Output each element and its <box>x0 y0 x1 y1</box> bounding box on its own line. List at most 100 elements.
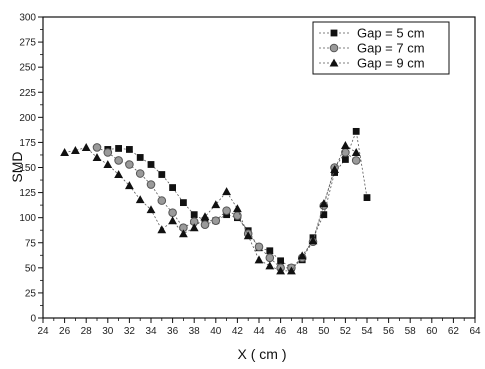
x-tick-label: 52 <box>340 326 352 337</box>
series-layer <box>60 127 371 275</box>
data-point <box>308 236 318 245</box>
x-tick-label: 60 <box>426 326 438 337</box>
data-point <box>158 171 166 178</box>
legend-label: Gap = 9 cm <box>357 56 425 71</box>
data-point <box>92 153 102 161</box>
y-tick-label: 150 <box>19 163 36 174</box>
data-point <box>114 170 123 179</box>
data-point <box>277 257 284 265</box>
data-point <box>190 211 198 219</box>
data-point <box>341 148 350 157</box>
data-point <box>342 156 349 163</box>
data-point <box>115 145 122 152</box>
data-point <box>92 143 102 152</box>
data-point <box>146 205 156 214</box>
x-tick-label: 36 <box>167 326 179 337</box>
data-point <box>168 216 177 225</box>
data-point <box>168 208 177 217</box>
y-tick-label: 50 <box>25 263 37 274</box>
x-tick-label: 44 <box>253 326 265 337</box>
x-tick-label: 26 <box>59 326 71 337</box>
data-point <box>157 196 167 205</box>
series-3 <box>60 141 361 275</box>
series-line <box>64 144 357 272</box>
data-point <box>287 266 296 275</box>
y-tick-label: 300 <box>19 13 36 24</box>
data-point <box>254 255 264 264</box>
x-tick-label: 34 <box>145 326 157 337</box>
y-tick-label: 225 <box>19 88 36 99</box>
data-point <box>351 148 361 156</box>
series-line <box>107 129 368 269</box>
x-tick-label: 40 <box>210 326 222 337</box>
x-tick-label: 50 <box>318 326 330 337</box>
data-point <box>71 146 80 154</box>
x-tick-label: 56 <box>383 326 395 337</box>
data-point <box>114 156 123 165</box>
series-1 <box>104 127 371 272</box>
x-tick-label: 42 <box>232 326 244 337</box>
data-point <box>266 247 274 255</box>
x-tick-label: 32 <box>124 326 136 337</box>
data-point <box>297 251 307 260</box>
data-point <box>125 181 134 190</box>
data-point <box>243 231 253 240</box>
x-tick-label: 64 <box>469 326 481 337</box>
axis-ticks: 24 26 28 30 32 34 36 38 40 42 44 46 48 50 52 54 56 58 60 62… <box>19 13 481 338</box>
data-point <box>363 194 371 201</box>
x-tick-label: 58 <box>405 326 417 337</box>
legend-marker <box>330 29 338 37</box>
data-point <box>189 223 199 232</box>
y-tick-label: 0 <box>30 314 36 325</box>
data-point <box>103 160 113 169</box>
data-point <box>180 199 187 207</box>
data-point <box>330 165 339 174</box>
data-point <box>352 127 360 135</box>
data-point <box>222 187 231 196</box>
data-point <box>157 225 167 234</box>
x-tick-label: 24 <box>37 326 49 337</box>
y-tick-label: 75 <box>25 238 37 249</box>
data-point <box>222 206 231 215</box>
data-point <box>254 242 264 252</box>
legend-marker <box>329 43 339 53</box>
data-point <box>135 195 145 204</box>
data-point <box>125 160 134 169</box>
data-point <box>276 266 285 275</box>
legend-label: Gap = 5 cm <box>357 26 425 41</box>
data-point <box>169 184 176 191</box>
data-point <box>265 261 275 270</box>
x-axis-title: X ( cm ) <box>238 346 287 362</box>
data-point <box>319 199 329 208</box>
y-tick-label: 250 <box>19 63 36 74</box>
data-point <box>136 154 144 161</box>
x-tick-label: 54 <box>361 326 373 337</box>
x-tick-label: 48 <box>297 326 309 337</box>
x-tick-label: 38 <box>189 326 201 337</box>
data-point <box>147 161 155 168</box>
x-tick-label: 30 <box>102 326 114 337</box>
data-point <box>211 216 221 225</box>
y-tick-label: 100 <box>19 213 36 224</box>
data-point <box>200 212 210 221</box>
data-point <box>351 156 361 165</box>
data-point <box>211 200 221 209</box>
data-point <box>60 148 69 156</box>
data-point <box>200 220 210 229</box>
x-tick-label: 28 <box>81 326 93 337</box>
y-tick-label: 125 <box>19 188 36 199</box>
data-point <box>233 204 242 213</box>
data-point <box>103 148 113 157</box>
data-point <box>126 146 133 153</box>
data-point <box>341 141 350 149</box>
y-axis-title: SMD <box>9 151 25 182</box>
data-point <box>135 169 145 178</box>
data-point <box>81 143 91 151</box>
y-tick-label: 175 <box>19 138 36 149</box>
legend-label: Gap = 7 cm <box>357 41 425 56</box>
data-point <box>233 211 242 220</box>
y-tick-label: 200 <box>19 113 36 124</box>
data-point <box>179 229 188 238</box>
